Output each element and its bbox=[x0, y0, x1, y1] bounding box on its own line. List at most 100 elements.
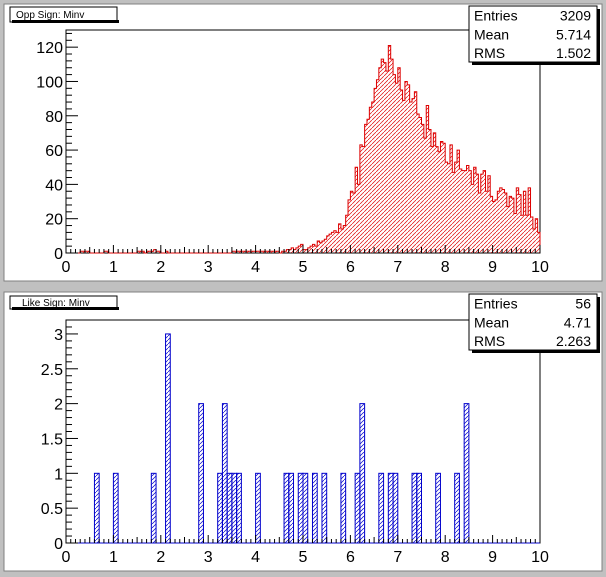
histogram-bin bbox=[281, 251, 285, 253]
histogram-bin bbox=[274, 251, 277, 253]
histogram-bin bbox=[165, 251, 168, 253]
x-tick-label: 6 bbox=[346, 549, 355, 566]
histogram-bin bbox=[158, 251, 161, 253]
histogram-bin bbox=[112, 472, 119, 544]
y-tick-label: 60 bbox=[45, 143, 63, 160]
histogram-bin bbox=[374, 88, 377, 253]
histogram-bin bbox=[423, 138, 427, 253]
histogram-bin bbox=[485, 191, 488, 253]
histogram-bin bbox=[239, 251, 242, 253]
histogram-bin bbox=[236, 472, 242, 544]
histogram-bin bbox=[506, 206, 510, 253]
histogram-bin bbox=[319, 242, 322, 253]
histogram-bin bbox=[283, 472, 290, 544]
histogram-bin bbox=[525, 215, 529, 253]
histogram-bin bbox=[433, 132, 436, 253]
histogram-bin bbox=[385, 71, 389, 254]
histogram-bin bbox=[430, 146, 434, 253]
histogram-bin bbox=[376, 79, 379, 253]
stat-value: 1.502 bbox=[556, 45, 591, 61]
histogram-bin bbox=[226, 472, 233, 544]
stat-label: Mean bbox=[474, 26, 509, 42]
histogram-bin bbox=[288, 249, 292, 253]
stat-label: RMS bbox=[474, 333, 505, 349]
histogram-bin bbox=[267, 251, 270, 253]
x-tick-label: 8 bbox=[441, 259, 450, 276]
histogram-opp-sign bbox=[66, 44, 541, 254]
histogram-bin bbox=[331, 232, 334, 253]
histogram-bin bbox=[359, 144, 363, 253]
title-box-like-sign: Like Sign: Minv bbox=[9, 295, 119, 310]
histogram-bin bbox=[409, 102, 413, 254]
histogram-bin bbox=[523, 191, 526, 253]
histogram-bin bbox=[243, 251, 247, 253]
x-tick-label: 7 bbox=[393, 259, 402, 276]
histogram-bin bbox=[148, 251, 152, 253]
histogram-bin bbox=[426, 105, 429, 253]
histogram-bin bbox=[357, 184, 360, 253]
histogram-bin bbox=[463, 403, 470, 544]
histogram-bin bbox=[513, 213, 517, 253]
histogram-bin bbox=[511, 198, 514, 253]
histogram-bin bbox=[80, 251, 83, 253]
y-tick-label: 40 bbox=[45, 177, 63, 194]
axes-like-sign: 0 1 2 3 4 5 6 7 8 9 10 0 0.5 1 1.5 2 2.5 3 bbox=[41, 319, 549, 566]
title-box-opp-sign: Opp Sign: Minv bbox=[9, 6, 119, 23]
histogram-like-sign bbox=[66, 333, 540, 544]
histogram-bin bbox=[297, 472, 304, 544]
histogram-bin bbox=[480, 174, 484, 253]
histogram-bin bbox=[156, 251, 159, 253]
histogram-bin bbox=[317, 240, 320, 253]
histogram-bin bbox=[468, 170, 472, 253]
histogram-bin bbox=[139, 251, 142, 253]
x-tick-label: 3 bbox=[204, 549, 213, 566]
histogram-bin bbox=[262, 251, 266, 253]
histogram-bin bbox=[393, 74, 396, 253]
x-tick-label: 10 bbox=[531, 259, 549, 276]
histogram-bin bbox=[231, 472, 238, 544]
histogram-bin bbox=[457, 150, 460, 253]
histogram-bin bbox=[435, 472, 441, 544]
histogram-bin bbox=[502, 189, 505, 253]
histogram-bin bbox=[106, 251, 109, 253]
histogram-bin bbox=[378, 472, 385, 544]
histogram-bin bbox=[221, 403, 228, 544]
histogram-bin bbox=[352, 192, 356, 253]
histogram-bin bbox=[369, 107, 372, 253]
x-tick-label: 10 bbox=[531, 549, 549, 566]
histogram-bin bbox=[509, 196, 512, 253]
histogram-bin bbox=[440, 141, 443, 253]
histogram-bin bbox=[253, 251, 256, 253]
histogram-bin bbox=[442, 143, 446, 253]
histogram-bin bbox=[392, 472, 399, 544]
histogram-bin bbox=[537, 232, 540, 253]
y-tick-label: 120 bbox=[36, 40, 63, 57]
histogram-bin bbox=[231, 251, 235, 253]
histogram-bin bbox=[234, 251, 237, 253]
histogram-bin bbox=[416, 114, 420, 253]
histogram-bin bbox=[473, 167, 477, 253]
histogram-bin bbox=[528, 187, 531, 253]
y-tick-label: 1 bbox=[54, 466, 63, 483]
x-tick-label: 2 bbox=[156, 549, 165, 566]
histogram-bin bbox=[343, 225, 346, 253]
histogram-bin bbox=[217, 472, 223, 544]
title-like-sign: Like Sign: Minv bbox=[22, 298, 90, 309]
histogram-bin bbox=[464, 170, 467, 253]
histogram-bin bbox=[288, 472, 295, 544]
histogram-bin bbox=[388, 45, 391, 253]
stat-label: Entries bbox=[474, 8, 518, 24]
y-tick-label: 1.5 bbox=[41, 431, 63, 448]
x-tick-label: 6 bbox=[346, 259, 355, 276]
y-tick-label: 100 bbox=[36, 74, 63, 91]
histogram-bin bbox=[454, 472, 460, 544]
histogram-bin bbox=[326, 235, 330, 253]
stats-box-opp-sign: Entries 3209 Mean 5.714 RMS 1.502 bbox=[468, 5, 600, 65]
histogram-bin bbox=[307, 247, 311, 253]
stat-value: 3209 bbox=[560, 8, 591, 24]
stats-box-like-sign: Entries 56 Mean 4.71 RMS 2.263 bbox=[468, 293, 600, 353]
histogram-bin bbox=[362, 146, 365, 253]
histogram-bin bbox=[151, 251, 154, 253]
